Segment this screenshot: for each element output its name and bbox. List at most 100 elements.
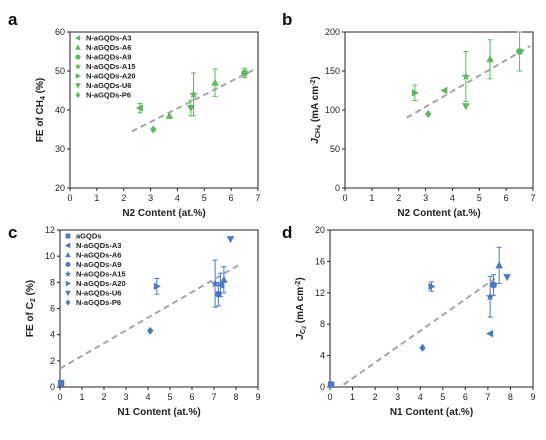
y-tick-label: 2 <box>50 356 55 366</box>
y-tick-label: 0 <box>50 382 55 392</box>
x-tick-label: 1 <box>350 392 355 402</box>
x-tick-label: 0 <box>327 392 332 402</box>
data-point-tri-left <box>135 104 143 112</box>
legend-marker-circle <box>75 54 81 60</box>
data-point-diamond <box>425 109 432 118</box>
y-tick-label: 20 <box>315 225 325 235</box>
legend-entry: N-aGQDs-A9 <box>86 53 131 62</box>
panel-letter: a <box>8 10 18 29</box>
x-tick-label: 8 <box>508 392 513 402</box>
x-tick-label: 0 <box>342 193 347 203</box>
y-axis-label: FE of CH4 (%) <box>35 78 47 142</box>
legend-entry: aGQDs <box>76 232 101 241</box>
legend-marker-tri-right <box>65 280 71 287</box>
data-point-tri-right <box>153 282 161 291</box>
y-tick-label: 100 <box>325 105 340 115</box>
x-tick-label: 5 <box>167 392 172 402</box>
fit-line <box>131 68 256 133</box>
data-point-star <box>189 89 198 99</box>
legend-entry: N-aGQDs-A9 <box>76 260 121 269</box>
data-point-diamond <box>150 125 157 134</box>
fit-line <box>59 264 239 370</box>
data-point-star <box>210 279 220 288</box>
x-tick-label: 6 <box>504 193 509 203</box>
x-tick-label: 6 <box>189 392 194 402</box>
x-tick-label: 5 <box>477 193 482 203</box>
x-tick-label: 4 <box>418 392 423 402</box>
x-tick-label: 2 <box>373 392 378 402</box>
x-tick-label: 3 <box>423 193 428 203</box>
x-tick-label: 3 <box>123 392 128 402</box>
data-point-tri-left <box>486 329 494 338</box>
y-tick-label: 12 <box>45 225 55 235</box>
data-point-circle <box>241 69 248 77</box>
y-tick-label: 10 <box>45 251 55 261</box>
data-point-tri-down <box>187 105 195 113</box>
y-tick-label: 50 <box>330 144 340 154</box>
data-point-tri-up <box>486 55 494 63</box>
legend-entry: N-aGQDs-U6 <box>76 289 121 298</box>
x-tick-label: 6 <box>229 193 234 203</box>
data-point-tri-left <box>440 86 448 95</box>
x-tick-label: 6 <box>463 392 468 402</box>
y-axis-label: FE of C2 (%) <box>25 280 37 337</box>
data-point-tri-up <box>165 111 174 119</box>
x-tick-label: 7 <box>255 193 260 203</box>
legend-marker-star <box>74 63 82 70</box>
legend-entry: N-aGQDs-A20 <box>86 72 136 81</box>
data-point-circle <box>516 48 523 55</box>
x-tick-label: 0 <box>57 392 62 402</box>
x-tick-label: 0 <box>67 193 72 203</box>
data-point-circle <box>490 281 497 289</box>
y-tick-label: 4 <box>50 330 55 340</box>
data-point-tri-up <box>211 78 219 86</box>
legend-entry: N-aGQDs-P6 <box>76 298 121 307</box>
x-tick-label: 8 <box>233 392 238 402</box>
panel-letter: b <box>282 10 292 29</box>
plot-frame <box>329 229 534 388</box>
x-tick-label: 2 <box>121 193 126 203</box>
legend-entry: N-aGQDs-A6 <box>86 43 131 52</box>
x-axis-label: N2 Content (at.%) <box>122 208 205 219</box>
y-tick-label: 50 <box>55 66 65 76</box>
data-point-tri-right <box>428 282 436 291</box>
legend-marker-tri-left <box>75 35 81 41</box>
data-point-tri-left <box>216 281 224 289</box>
panel-letter: d <box>282 223 292 242</box>
data-point-tri-right <box>411 89 419 97</box>
y-tick-label: 150 <box>325 66 340 76</box>
y-tick-label: 8 <box>50 277 55 287</box>
data-point-tri-up <box>220 275 228 283</box>
legend-marker-tri-up <box>75 44 81 50</box>
y-tick-label: 60 <box>55 27 65 37</box>
legend-entry: N-aGQDs-A3 <box>86 34 131 43</box>
legend-entry: N-aGQDs-A3 <box>76 241 121 250</box>
legend-entry: N-aGQDs-U6 <box>86 81 131 90</box>
x-tick-label: 2 <box>101 392 106 402</box>
x-axis-label: N1 Content (at.%) <box>117 407 200 418</box>
x-tick-label: 1 <box>94 193 99 203</box>
legend-marker-tri-left <box>65 242 71 249</box>
x-tick-label: 7 <box>530 193 535 203</box>
legend-marker-tri-right <box>75 73 81 79</box>
y-tick-label: 40 <box>55 105 65 115</box>
y-tick-label: 16 <box>315 256 325 266</box>
legend-marker-tri-down <box>75 83 81 89</box>
y-tick-label: 8 <box>320 319 325 329</box>
y-tick-label: 12 <box>315 288 325 298</box>
x-tick-label: 4 <box>450 193 455 203</box>
x-tick-label: 7 <box>211 392 216 402</box>
legend-entry: N-aGQDs-A6 <box>76 251 121 260</box>
x-tick-label: 3 <box>395 392 400 402</box>
x-tick-label: 1 <box>79 392 84 402</box>
x-axis-label: N1 Content (at.%) <box>390 407 473 418</box>
legend-entry: N-aGQDs-A15 <box>86 62 136 71</box>
data-point-star <box>461 71 471 81</box>
panel-letter: c <box>8 223 17 242</box>
y-tick-label: 20 <box>55 183 65 193</box>
fit-line <box>342 277 496 386</box>
legend-marker-tri-down <box>65 290 71 296</box>
legend-marker-diamond <box>75 92 81 98</box>
